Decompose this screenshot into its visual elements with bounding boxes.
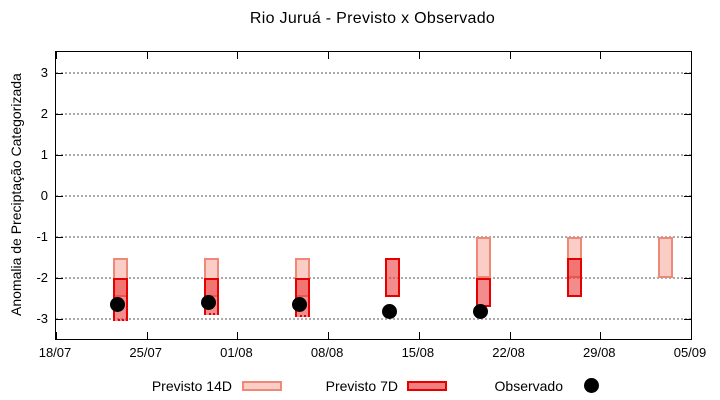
x-tick-top: [237, 52, 239, 59]
previsto-7d-box: [385, 257, 401, 297]
y-tick-right: [684, 196, 691, 198]
observado-dot: [473, 303, 489, 319]
x-tick-top: [509, 52, 511, 59]
legend-key-previsto-7d-box: [407, 381, 447, 391]
y-gridline: [56, 318, 691, 321]
y-tick-right: [684, 114, 691, 116]
x-tick-bottom: [418, 332, 420, 339]
y-tick-label: -1: [36, 229, 48, 245]
y-gridline: [56, 277, 691, 280]
x-tick-bottom: [146, 332, 148, 339]
y-tick-left: [56, 319, 63, 321]
x-tick-label: 05/09: [673, 345, 707, 360]
y-tick-left: [56, 114, 63, 116]
plot-area: [55, 51, 692, 340]
x-tick-top: [691, 52, 692, 59]
y-tick-label: -2: [36, 270, 48, 286]
x-tick-bottom: [237, 332, 239, 339]
legend-label-observado: Observado: [494, 378, 563, 394]
y-tick-right: [684, 155, 691, 157]
legend: Previsto 14D Previsto 7D Observado: [0, 374, 720, 398]
y-gridline: [56, 195, 691, 198]
legend-label-previsto-14d: Previsto 14D: [151, 378, 232, 394]
y-tick-right: [684, 237, 691, 239]
y-tick-left: [56, 237, 63, 239]
observado-dot: [201, 295, 216, 311]
previsto-14d-box: [476, 237, 492, 279]
x-tick-label: 18/07: [38, 345, 72, 360]
x-tick-top: [56, 52, 57, 59]
x-tick-label: 15/08: [401, 345, 435, 360]
x-tick-top: [418, 52, 420, 59]
x-tick-bottom: [328, 332, 330, 339]
y-tick-label: 3: [40, 65, 48, 81]
x-tick-bottom: [56, 332, 57, 339]
y-tick-left: [56, 278, 63, 280]
x-tick-top: [600, 52, 602, 59]
x-tick-label: 01/08: [220, 345, 253, 360]
x-tick-top: [328, 52, 330, 59]
y-tick-right: [684, 73, 691, 75]
x-tick-label: 29/08: [583, 345, 616, 360]
y-tick-label: 1: [40, 147, 48, 163]
observado-dot: [291, 297, 307, 313]
x-tick-label: 08/08: [310, 345, 344, 360]
legend-key-observado-dot: [584, 378, 599, 393]
x-tick-bottom: [509, 332, 511, 339]
x-tick-label: 22/08: [492, 345, 525, 360]
y-tick-label: 2: [40, 106, 48, 122]
y-tick-left: [56, 73, 63, 75]
y-gridline: [56, 236, 691, 239]
x-tick-top: [146, 52, 148, 59]
y-tick-right: [684, 278, 691, 280]
y-tick-label: 0: [40, 188, 48, 204]
previsto-14d-box: [657, 237, 673, 279]
observado-dot: [382, 303, 398, 319]
y-gridline: [56, 154, 691, 157]
x-tick-bottom: [600, 332, 602, 339]
x-tick-bottom: [691, 332, 692, 339]
legend-key-previsto-14d-box: [242, 381, 282, 391]
previsto-7d-box: [566, 257, 582, 297]
x-tick-label: 25/07: [129, 345, 162, 360]
observado-dot: [110, 297, 126, 313]
y-tick-left: [56, 196, 63, 198]
y-gridline: [56, 72, 691, 75]
y-tick-left: [56, 155, 63, 157]
previsto-7d-box: [476, 278, 492, 307]
chart-title: Rio Juruá - Previsto x Observado: [249, 10, 496, 27]
legend-label-previsto-7d: Previsto 7D: [325, 378, 398, 394]
y-gridline: [56, 113, 691, 116]
y-tick-right: [684, 319, 691, 321]
y-tick-label: -3: [36, 311, 48, 327]
